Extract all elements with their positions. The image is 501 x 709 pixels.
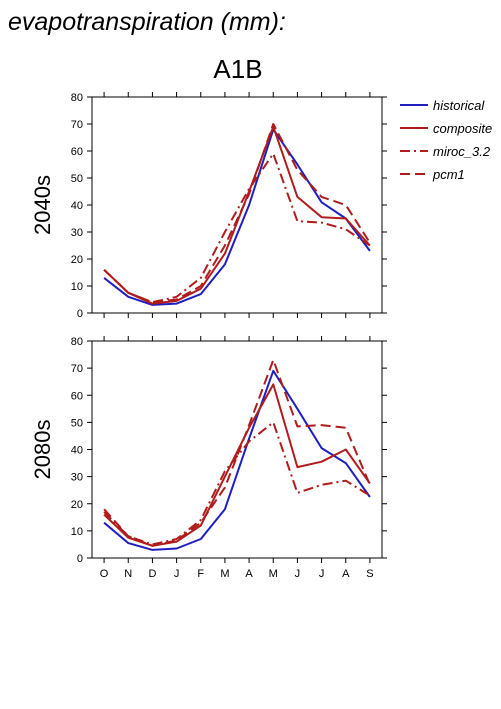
x-tick-label: A — [245, 568, 253, 580]
x-tick-label: J — [319, 568, 325, 580]
x-tick-label: A — [342, 568, 350, 580]
series-line-historical — [103, 369, 371, 551]
x-tick-label: F — [197, 568, 204, 580]
series-line-composite — [103, 125, 371, 305]
panel-label: 2080s — [30, 420, 55, 480]
chart-panel-2080s: 0 10 20 30 40 50 60 70 80 O N D J F M A M J J A S 2080s — [30, 336, 387, 580]
legend-label: miroc_3.2 — [433, 144, 491, 159]
chart-panels: 0 10 20 30 40 50 60 70 80 2040s 0 10 20 30 40 50 60 70 80 O… — [30, 92, 387, 580]
x-tick-label: J — [295, 568, 301, 580]
x-tick-label: O — [100, 568, 109, 580]
y-tick-label: 40 — [71, 445, 83, 457]
y-tick-label: 20 — [71, 254, 83, 266]
y-tick-label: 60 — [71, 146, 83, 158]
series-line-composite — [103, 383, 371, 547]
legend-label: composite — [433, 121, 492, 136]
x-tick-label: N — [124, 568, 132, 580]
chart-panel-2040s: 0 10 20 30 40 50 60 70 80 2040s — [30, 92, 387, 320]
series-line-historical — [103, 128, 371, 306]
legend-label: pcm1 — [432, 167, 465, 182]
series-line-miroc_3.2 — [103, 421, 371, 546]
y-tick-label: 50 — [71, 173, 83, 185]
y-tick-label: 80 — [71, 92, 83, 104]
panel-label: 2040s — [30, 175, 55, 235]
y-tick-label: 60 — [71, 390, 83, 402]
x-tick-label: M — [269, 568, 278, 580]
y-tick-label: 10 — [71, 526, 83, 538]
y-tick-label: 0 — [77, 308, 83, 320]
x-tick-label: D — [148, 568, 156, 580]
y-tick-label: 70 — [71, 119, 83, 131]
x-tick-label: J — [174, 568, 180, 580]
y-tick-label: 50 — [71, 417, 83, 429]
y-tick-label: 10 — [71, 281, 83, 293]
series-line-pcm1 — [103, 123, 371, 304]
y-tick-label: 70 — [71, 363, 83, 375]
y-tick-label: 40 — [71, 200, 83, 212]
legend-item-composite: composite — [400, 121, 492, 136]
legend-label: historical — [433, 98, 485, 113]
series-line-pcm1 — [103, 359, 371, 547]
legend-item-miroc_3.2: miroc_3.2 — [400, 144, 491, 159]
x-tick-label: S — [366, 568, 373, 580]
series-line-miroc_3.2 — [103, 152, 371, 304]
legend-item-pcm1: pcm1 — [400, 167, 465, 182]
legend-item-historical: historical — [400, 98, 485, 113]
figure-title: evapotranspiration (mm): — [8, 8, 286, 36]
y-tick-label: 0 — [77, 553, 83, 565]
plot-frame — [91, 340, 383, 559]
y-tick-label: 20 — [71, 499, 83, 511]
plot-frame — [91, 96, 383, 314]
x-tick-label: M — [220, 568, 229, 580]
y-tick-label: 80 — [71, 336, 83, 348]
y-tick-label: 30 — [71, 472, 83, 484]
y-tick-label: 30 — [71, 227, 83, 239]
legend: historical composite miroc_3.2 pcm1 — [400, 98, 492, 182]
scenario-title: A1B — [213, 54, 262, 84]
